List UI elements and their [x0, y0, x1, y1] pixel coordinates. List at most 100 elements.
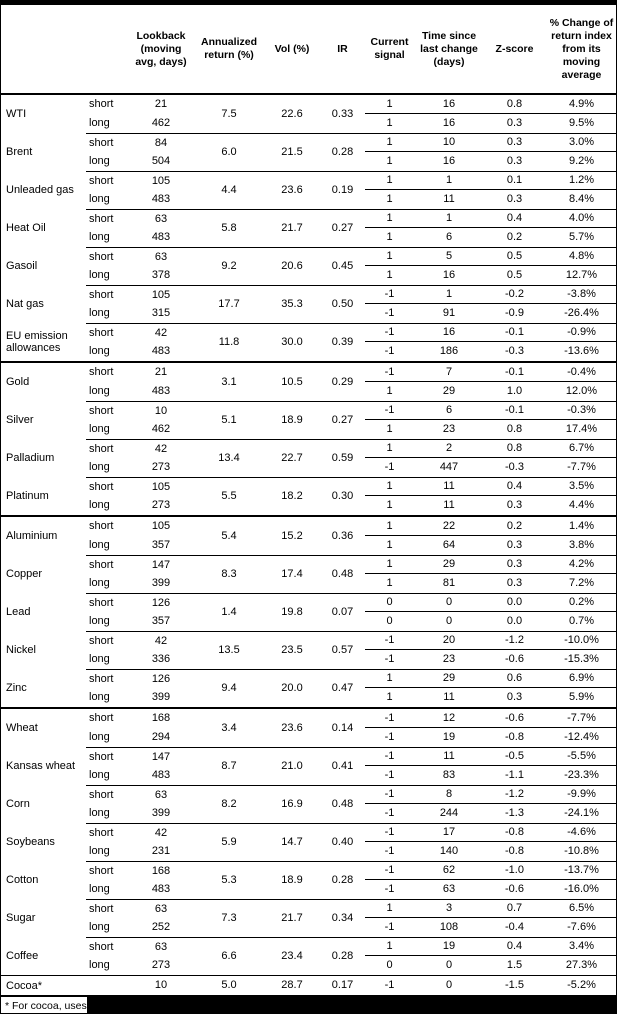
- ir-value: 0.34: [320, 899, 365, 937]
- lookback-value: 42: [128, 323, 194, 342]
- signal-value: -1: [365, 747, 414, 766]
- time-since-change-value: 244: [439, 807, 459, 819]
- time-since-change-value: 186: [439, 345, 459, 357]
- zscore-value: 0.2: [506, 231, 523, 243]
- zscore-value: 0.2: [484, 517, 545, 536]
- lookback-value: 462: [151, 117, 171, 129]
- annualized-return-value: 7.3: [194, 899, 264, 937]
- lookback-value: 357: [151, 539, 171, 551]
- vol-value: 35.3: [264, 285, 320, 323]
- header-lookback: Lookback (moving avg, days): [135, 29, 187, 68]
- time-since-change-value: 19: [442, 731, 456, 743]
- vol-value: 21.7: [264, 209, 320, 247]
- vol-value: 22.7: [264, 439, 320, 477]
- signal-value: 1: [365, 477, 414, 496]
- time-since-change-value: 3: [414, 899, 484, 918]
- pct-change-value: -0.4%: [545, 363, 616, 382]
- ir-value: 0.30: [320, 477, 365, 515]
- ir-value: 0.41: [320, 747, 365, 785]
- commodity-name: Kansas wheat: [6, 760, 76, 772]
- leg-label: long: [89, 539, 110, 551]
- pct-change-value: 3.5%: [545, 477, 616, 496]
- pct-change-value: 1.2%: [545, 171, 616, 190]
- lookback-value: 231: [151, 845, 171, 857]
- pct-change-value: -0.3%: [545, 401, 616, 420]
- signal-value: 1: [386, 423, 393, 435]
- pct-change-value: 12.7%: [565, 269, 598, 281]
- signal-value: 1: [386, 193, 393, 205]
- time-since-change-value: 11: [443, 691, 455, 703]
- signal-value: -1: [384, 345, 395, 357]
- time-since-change-value: 11: [414, 747, 484, 766]
- zscore-value: -0.6: [505, 653, 524, 665]
- lookback-value: 252: [151, 921, 171, 933]
- signal-value: 0: [386, 959, 393, 971]
- zscore-value: 0.3: [506, 155, 523, 167]
- lookback-value: 399: [151, 577, 171, 589]
- signal-value: 1: [365, 555, 414, 574]
- leg-label: short: [86, 593, 128, 612]
- leg-label: short: [86, 555, 128, 574]
- commodity-name: Zinc: [6, 682, 27, 694]
- commodity-name: Gold: [6, 376, 30, 388]
- signal-value: 1: [365, 209, 414, 228]
- annualized-return-value: 9.4: [194, 669, 264, 707]
- leg-label: long: [89, 193, 110, 205]
- zscore-value: 0.3: [506, 577, 523, 589]
- time-since-change-value: 16: [442, 155, 456, 167]
- lookback-value: 315: [151, 307, 171, 319]
- lookback-value: 63: [128, 209, 194, 228]
- zscore-value: -0.5: [484, 747, 545, 766]
- vol-value: 18.2: [264, 477, 320, 515]
- zscore-value: 0.6: [484, 669, 545, 688]
- ir-value: 0.57: [320, 631, 365, 669]
- commodity-name: Palladium: [6, 452, 55, 464]
- leg-label: long: [89, 691, 110, 703]
- lookback-value: 168: [128, 861, 194, 880]
- commodity-group: Cocoa* 10 5.0 28.7 0.17 -1 0 -1.5 -5.2%: [1, 975, 616, 995]
- commodity-name: Nickel: [6, 644, 36, 656]
- vol-value: 23.5: [264, 631, 320, 669]
- zscore-value: 0.3: [506, 499, 523, 511]
- zscore-value: -1.5: [505, 979, 524, 991]
- zscore-value: 0.5: [484, 247, 545, 266]
- zscore-value: 0.4: [484, 477, 545, 496]
- zscore-value: -1.3: [505, 807, 524, 819]
- pct-change-value: -15.3%: [564, 653, 599, 665]
- lookback-value: 168: [151, 712, 171, 724]
- pct-change-value: -10.8%: [564, 845, 599, 857]
- commodity-name: Soybeans: [6, 836, 55, 848]
- leg-label: short: [86, 247, 128, 266]
- annualized-return-value: 5.5: [194, 477, 264, 515]
- header-pct-change: % Change of return index from its moving…: [549, 16, 614, 81]
- pct-change-value: 3.0%: [545, 133, 616, 152]
- leg-label: short: [89, 98, 114, 110]
- commodity-group: Coffee short 63 6.6 23.4 0.28 1 19 0.4 3…: [1, 937, 616, 975]
- lookback-value: 483: [151, 345, 171, 357]
- zscore-value: -1.1: [505, 769, 524, 781]
- zscore-value: -0.6: [505, 883, 524, 895]
- pct-change-value: -5.2%: [567, 979, 596, 991]
- signal-value: -1: [384, 461, 395, 473]
- time-since-change-value: 1: [414, 285, 484, 304]
- time-since-change-value: 0: [445, 979, 453, 991]
- ir-value: 0.27: [320, 401, 365, 439]
- time-since-change-value: 91: [442, 307, 456, 319]
- leg-label: short: [86, 785, 128, 804]
- lookback-value: 273: [151, 499, 171, 511]
- leg-label: long: [89, 231, 110, 243]
- zscore-value: -0.1: [484, 401, 545, 420]
- commodity-name: Nat gas: [6, 298, 44, 310]
- pct-change-value: -4.6%: [545, 823, 616, 842]
- time-since-change-value: 23: [442, 653, 456, 665]
- annualized-return-value: 5.8: [194, 209, 264, 247]
- leg-label: long: [89, 653, 110, 665]
- ir-value: 0.39: [320, 323, 365, 361]
- time-since-change-value: 140: [439, 845, 459, 857]
- lookback-value: 105: [128, 171, 194, 190]
- time-since-change-value: 8: [414, 785, 484, 804]
- leg-label: long: [89, 577, 110, 589]
- signal-value: 0: [386, 615, 393, 627]
- signal-value: 1: [365, 899, 414, 918]
- commodity-group: Palladium short 42 13.4 22.7 0.59 1 2 0.…: [1, 439, 616, 477]
